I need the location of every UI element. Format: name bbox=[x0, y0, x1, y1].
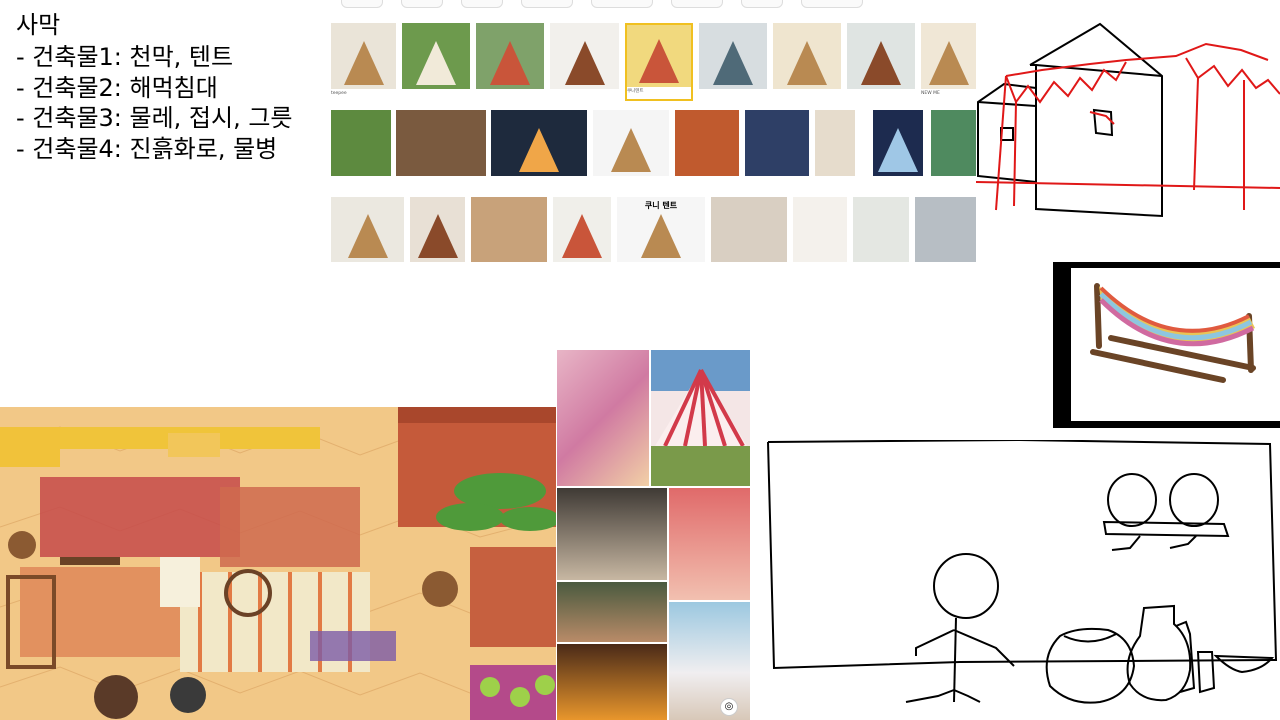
result-thumbnail[interactable] bbox=[402, 23, 470, 101]
photo-lantern-tent bbox=[557, 644, 667, 720]
filter-chip[interactable] bbox=[461, 0, 503, 8]
photo-dark-canopy bbox=[557, 488, 667, 580]
building-item-1: - 건축물1: 천막, 텐트 bbox=[16, 43, 234, 71]
building-item-2: - 건축물2: 해먹침대 bbox=[16, 73, 218, 102]
interior-sketch bbox=[767, 440, 1278, 704]
notes-panel: 사막 - 건축물1: 천막, 텐트 - 건축물2: 해먹침대 - 건축물3: 물… bbox=[16, 8, 293, 164]
filter-chip[interactable] bbox=[741, 0, 783, 8]
result-thumbnail[interactable]: NEW ME bbox=[921, 23, 976, 101]
result-thumbnail[interactable] bbox=[745, 110, 809, 190]
result-thumbnail[interactable] bbox=[331, 110, 391, 190]
building-sketch bbox=[976, 22, 1280, 218]
photo-red-canopy-table bbox=[669, 488, 750, 600]
result-thumbnail[interactable] bbox=[873, 110, 923, 190]
hammock-image-frame bbox=[1053, 262, 1280, 428]
result-thumbnail[interactable] bbox=[793, 197, 847, 262]
result-thumbnail[interactable] bbox=[491, 110, 587, 190]
game-scene-illustration bbox=[0, 407, 556, 720]
result-thumbnail[interactable] bbox=[773, 23, 841, 101]
result-thumbnail[interactable] bbox=[931, 110, 976, 190]
hammock-image bbox=[1090, 283, 1256, 383]
result-thumbnail[interactable] bbox=[476, 23, 544, 101]
result-thumbnail[interactable] bbox=[593, 110, 669, 190]
filter-chip[interactable] bbox=[591, 0, 653, 8]
result-thumbnail[interactable]: 쿠니 텐트 bbox=[617, 197, 705, 262]
result-thumbnail[interactable] bbox=[847, 23, 915, 101]
desert-market-game-scene bbox=[0, 407, 556, 720]
teepee-image-search-results: teepee 쿠니텐트 NEW ME bbox=[331, 0, 976, 262]
notes-title: 사막 bbox=[16, 11, 61, 39]
boho-tent-photo-collage: ◎ bbox=[557, 350, 750, 720]
result-thumbnail[interactable] bbox=[550, 23, 619, 101]
result-thumbnail[interactable]: teepee bbox=[331, 23, 396, 101]
photo-ribbon-canopy: ◎ bbox=[669, 602, 750, 720]
result-thumbnail[interactable] bbox=[711, 197, 787, 262]
filter-chip[interactable] bbox=[671, 0, 723, 8]
filter-chip[interactable] bbox=[521, 0, 573, 8]
result-thumbnail[interactable] bbox=[410, 197, 465, 262]
result-thumbnail[interactable] bbox=[815, 110, 855, 190]
photo-pink-canopy bbox=[557, 350, 649, 486]
building-item-4: - 건축물4: 진흙화로, 물병 bbox=[16, 134, 278, 163]
result-thumbnail[interactable] bbox=[853, 197, 909, 262]
filter-chip[interactable] bbox=[401, 0, 443, 8]
result-thumbnail[interactable] bbox=[331, 197, 404, 262]
photo-striped-bell-tent bbox=[651, 350, 750, 486]
search-filter-bar bbox=[331, 0, 976, 12]
result-thumbnail-selected[interactable]: 쿠니텐트 bbox=[625, 23, 693, 101]
result-thumbnail[interactable] bbox=[553, 197, 611, 262]
building-item-3: - 건축물3: 물레, 접시, 그릇 bbox=[16, 104, 293, 132]
filter-chip[interactable] bbox=[341, 0, 383, 8]
lens-icon[interactable]: ◎ bbox=[720, 698, 738, 716]
result-thumbnail[interactable] bbox=[396, 110, 486, 190]
result-thumbnail[interactable] bbox=[699, 23, 767, 101]
building-list: - 건축물1: 천막, 텐트 - 건축물2: 해먹침대 - 건축물3: 물레, … bbox=[16, 42, 293, 164]
result-thumbnail[interactable] bbox=[675, 110, 739, 190]
result-thumbnail[interactable] bbox=[471, 197, 547, 262]
filter-chip[interactable] bbox=[801, 0, 863, 8]
result-thumbnail[interactable] bbox=[915, 197, 976, 262]
photo-outdoor-tent bbox=[557, 582, 667, 642]
